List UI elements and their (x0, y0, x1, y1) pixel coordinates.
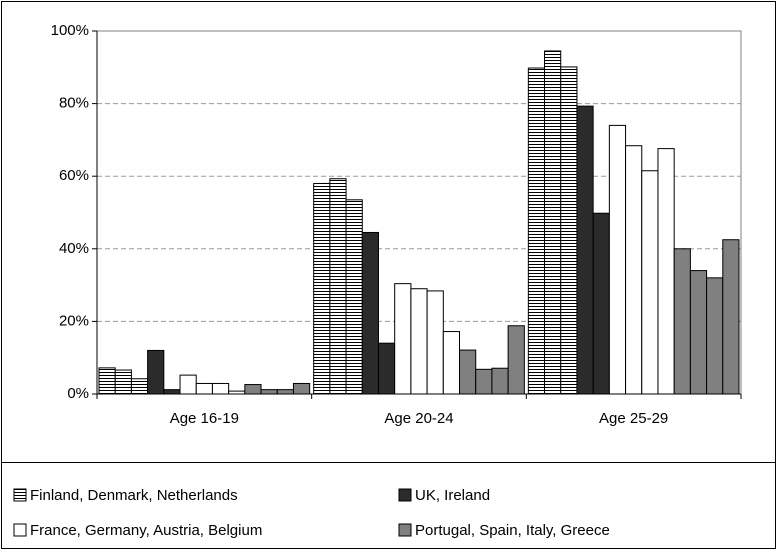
bar (592, 212, 610, 395)
bar (527, 67, 546, 395)
bar (345, 199, 363, 395)
x-tick-label: Age 16-19 (170, 410, 239, 427)
bar (130, 378, 149, 395)
bar (313, 182, 331, 395)
bar (459, 349, 477, 395)
bar (361, 231, 379, 395)
bar (394, 283, 412, 395)
y-tick-label: 40% (59, 240, 89, 257)
bar (211, 382, 230, 395)
bar (276, 389, 294, 395)
bar (560, 66, 578, 395)
legend-label: Portugal, Spain, Italy, Greece (415, 522, 610, 539)
legend-swatch (13, 488, 27, 502)
bar (673, 248, 691, 395)
y-tick-label: 100% (51, 22, 89, 39)
y-tick-label: 60% (59, 167, 89, 184)
legend-label: France, Germany, Austria, Belgium (30, 522, 262, 539)
bar (244, 384, 262, 395)
bar (641, 170, 659, 395)
bar (426, 290, 444, 395)
bar (491, 367, 509, 395)
bar (179, 374, 197, 395)
legend-swatch (13, 523, 27, 537)
bar (625, 145, 643, 395)
bar (657, 148, 675, 395)
bar (608, 124, 627, 395)
bar (544, 50, 562, 395)
bar (163, 389, 181, 395)
bar (114, 369, 132, 395)
bar (475, 368, 493, 395)
x-tick-label: Age 20-24 (384, 410, 453, 427)
bar (442, 331, 461, 395)
bar (98, 367, 116, 395)
legend-swatch (398, 523, 412, 537)
legend-label: UK, Ireland (415, 487, 490, 504)
legend-label: Finland, Denmark, Netherlands (30, 487, 238, 504)
bar (260, 389, 278, 395)
bar (706, 277, 724, 395)
bar (507, 325, 525, 395)
bar (329, 178, 347, 395)
bar (195, 382, 213, 395)
y-tick-label: 80% (59, 95, 89, 112)
bar (377, 342, 396, 395)
legend-swatch (398, 488, 412, 502)
bar (576, 105, 594, 395)
bar (292, 382, 311, 395)
bar (722, 239, 740, 395)
y-tick-label: 0% (67, 385, 89, 402)
y-tick-label: 20% (59, 312, 89, 329)
bar (147, 349, 165, 395)
bar (410, 288, 428, 395)
bar (689, 270, 708, 395)
x-tick-label: Age 25-29 (599, 410, 668, 427)
